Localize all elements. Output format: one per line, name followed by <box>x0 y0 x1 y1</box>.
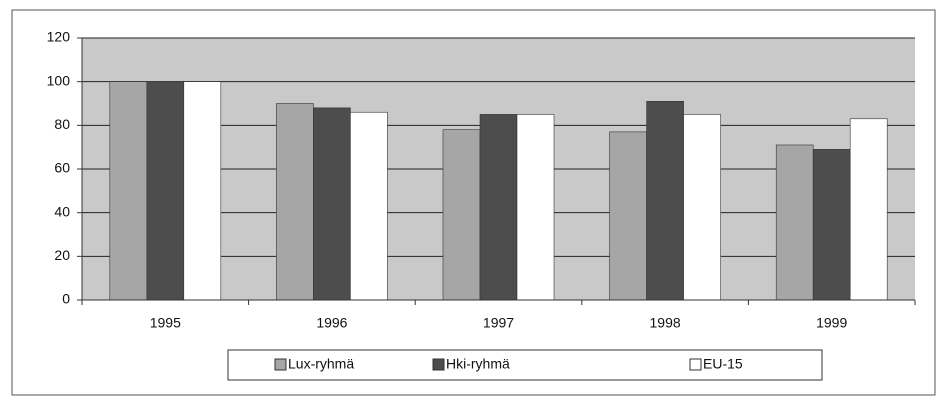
y-tick-label: 20 <box>54 247 70 263</box>
bar <box>146 81 185 301</box>
bar <box>479 114 518 301</box>
legend-label: Hki-ryhmä <box>446 356 510 372</box>
y-tick-label: 40 <box>54 203 70 219</box>
legend-swatch <box>689 358 702 371</box>
bar <box>812 149 851 301</box>
legend-label: EU-15 <box>703 356 743 372</box>
y-tick-label: 80 <box>54 116 70 132</box>
legend <box>227 349 823 381</box>
bar <box>109 81 148 301</box>
bar <box>313 107 351 301</box>
bar <box>609 131 647 301</box>
legend-swatch <box>274 358 287 371</box>
bar <box>183 81 222 301</box>
bar <box>646 101 684 301</box>
x-tick-label: 1996 <box>316 315 347 331</box>
legend-swatch <box>432 358 445 371</box>
bar <box>350 111 388 301</box>
bar <box>683 114 721 301</box>
y-tick-label: 60 <box>54 160 70 176</box>
x-tick-label: 1999 <box>816 315 847 331</box>
bar <box>775 144 814 301</box>
x-tick-label: 1997 <box>483 315 514 331</box>
y-tick-label: 100 <box>47 72 71 88</box>
bar <box>516 114 555 301</box>
y-tick-label: 0 <box>62 291 70 307</box>
x-tick-label: 1995 <box>150 315 181 331</box>
y-tick-label: 120 <box>47 29 71 45</box>
legend-box <box>227 349 823 381</box>
bar <box>442 129 481 301</box>
bar <box>276 103 314 301</box>
bar <box>849 118 888 301</box>
x-tick-label: 1998 <box>650 315 681 331</box>
legend-label: Lux-ryhmä <box>288 356 354 372</box>
